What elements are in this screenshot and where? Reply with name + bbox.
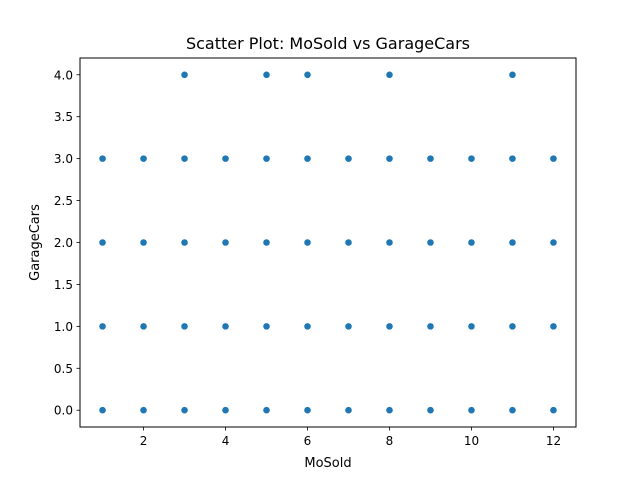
data-point <box>221 406 230 415</box>
points-layer <box>98 70 558 415</box>
y-tick-label: 2.5 <box>54 194 73 208</box>
data-point <box>385 238 394 247</box>
x-tick-label: 8 <box>386 434 394 448</box>
data-point <box>549 154 558 163</box>
data-point <box>262 406 271 415</box>
y-tick-label: 1.0 <box>54 320 73 334</box>
data-point <box>508 322 517 331</box>
data-point <box>98 238 107 247</box>
data-point <box>139 154 148 163</box>
data-point <box>139 238 148 247</box>
data-point <box>467 238 476 247</box>
data-point <box>221 154 230 163</box>
data-point <box>344 154 353 163</box>
data-point <box>344 406 353 415</box>
x-tick-label: 4 <box>222 434 230 448</box>
data-point <box>426 322 435 331</box>
data-point <box>139 406 148 415</box>
data-point <box>385 154 394 163</box>
data-point <box>385 406 394 415</box>
data-point <box>180 154 189 163</box>
data-point <box>262 70 271 79</box>
data-point <box>262 238 271 247</box>
data-point <box>221 238 230 247</box>
data-point <box>303 406 312 415</box>
data-point <box>344 238 353 247</box>
y-tick-label: 2.0 <box>54 236 73 250</box>
data-point <box>98 406 107 415</box>
x-tick-label: 12 <box>546 434 561 448</box>
y-axis-label: GarageCars <box>28 204 43 281</box>
x-tick-label: 10 <box>464 434 479 448</box>
data-point <box>385 70 394 79</box>
y-tick-label: 0.5 <box>54 362 73 376</box>
x-axis-ticks: 2 4 6 8 10 12 <box>140 427 561 448</box>
data-point <box>549 406 558 415</box>
x-tick-label: 2 <box>140 434 148 448</box>
data-point <box>180 406 189 415</box>
data-point <box>467 154 476 163</box>
data-point <box>180 322 189 331</box>
data-point <box>303 322 312 331</box>
data-point <box>303 238 312 247</box>
data-point <box>303 154 312 163</box>
data-point <box>98 322 107 331</box>
y-tick-label: 1.5 <box>54 278 73 292</box>
data-point <box>385 322 394 331</box>
data-point <box>426 238 435 247</box>
data-point <box>426 406 435 415</box>
data-point <box>180 70 189 79</box>
data-point <box>508 238 517 247</box>
data-point <box>467 406 476 415</box>
y-tick-label: 0.0 <box>54 404 73 418</box>
y-axis-ticks: 0.0 0.5 1.0 1.5 2.0 2.5 3.0 3.5 4.0 <box>54 68 80 418</box>
y-tick-label: 3.0 <box>54 152 73 166</box>
data-point <box>139 322 148 331</box>
data-point <box>262 154 271 163</box>
data-point <box>426 154 435 163</box>
data-point <box>262 322 271 331</box>
data-point <box>508 154 517 163</box>
data-point <box>303 70 312 79</box>
data-point <box>98 154 107 163</box>
x-axis-label: MoSold <box>304 456 351 471</box>
x-tick-label: 6 <box>304 434 312 448</box>
data-point <box>508 70 517 79</box>
y-tick-label: 4.0 <box>54 68 73 82</box>
data-point <box>549 322 558 331</box>
data-point <box>344 322 353 331</box>
data-point <box>221 322 230 331</box>
data-point <box>180 238 189 247</box>
data-point <box>508 406 517 415</box>
data-point <box>467 322 476 331</box>
data-point <box>549 238 558 247</box>
chart-title: Scatter Plot: MoSold vs GarageCars <box>186 34 470 53</box>
y-tick-label: 3.5 <box>54 110 73 124</box>
